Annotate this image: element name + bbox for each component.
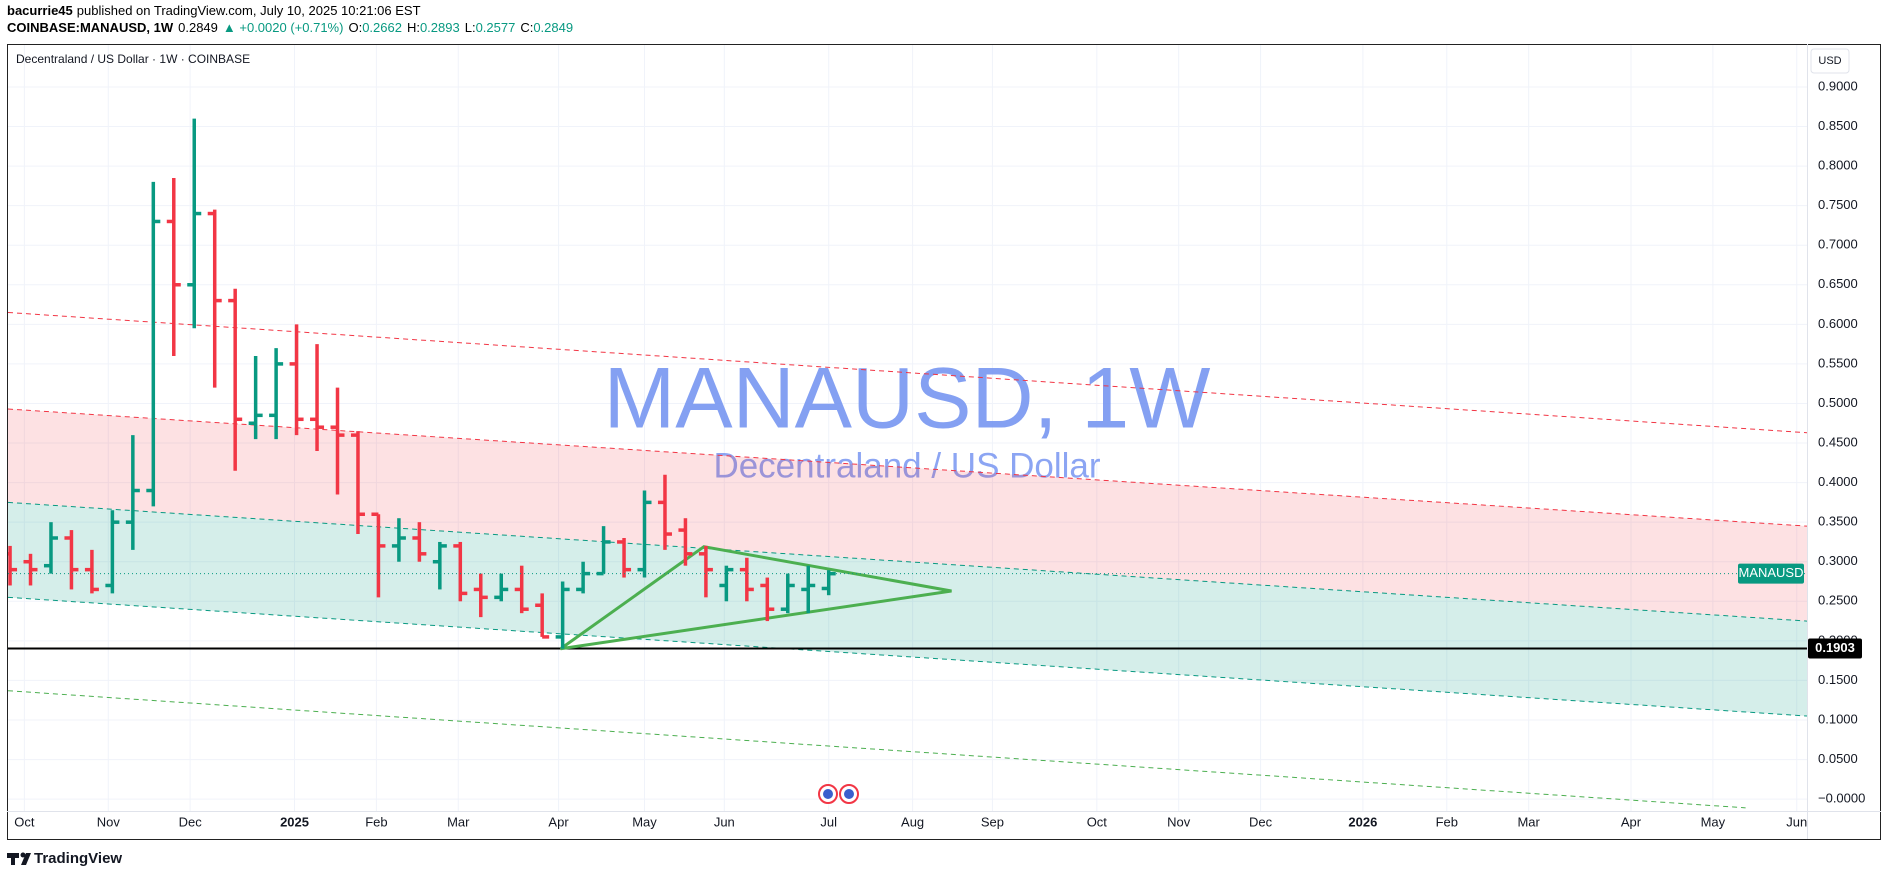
price-label: MANAUSD xyxy=(1738,565,1803,580)
l-label: L: xyxy=(465,20,476,35)
h: 0.2893 xyxy=(420,20,460,35)
l: 0.2577 xyxy=(476,20,516,35)
level-label: 0.1903 xyxy=(1815,640,1855,655)
y-tick-label: 0.6500 xyxy=(1818,276,1858,291)
trendline xyxy=(8,596,1807,717)
x-tick-label: May xyxy=(1701,814,1726,829)
x-tick-label: Jun xyxy=(1786,814,1807,829)
chart-frame xyxy=(7,44,1881,840)
x-tick-label: Feb xyxy=(365,814,387,829)
y-tick-label: 0.8500 xyxy=(1818,118,1858,133)
legend-line: COINBASE:MANAUSD, 1W 0.2849 ▲ +0.0020 (+0.… xyxy=(7,20,573,35)
y-tick-label: 0.2500 xyxy=(1818,593,1858,608)
x-tick-label: Dec xyxy=(1249,814,1273,829)
channel-fill xyxy=(8,502,1807,717)
x-tick-label: Aug xyxy=(901,814,924,829)
y-tick-label: −0.0000 xyxy=(1818,791,1865,806)
y-tick-label: 0.7000 xyxy=(1818,237,1858,252)
y-tick-label: 0.5000 xyxy=(1818,395,1858,410)
y-tick-label: 0.4500 xyxy=(1818,434,1858,449)
y-tick-label: 0.1000 xyxy=(1818,711,1858,726)
y-tick-label: 0.0500 xyxy=(1818,751,1858,766)
c-label: C: xyxy=(520,20,533,35)
x-tick-label: Feb xyxy=(1436,814,1458,829)
symbol: COINBASE:MANAUSD, 1W xyxy=(7,20,174,35)
event-flags[interactable] xyxy=(818,784,859,804)
publish-line: bacurrie45 published on TradingView.com, … xyxy=(7,3,421,18)
y-tick-label: 0.4000 xyxy=(1818,474,1858,489)
x-tick-label: Nov xyxy=(97,814,121,829)
change: ▲ +0.0020 (+0.71%) xyxy=(223,20,344,35)
brand: TradingView xyxy=(34,850,122,867)
triangle-pattern xyxy=(559,545,952,651)
y-tick-label: 0.9000 xyxy=(1818,78,1858,93)
last: 0.2849 xyxy=(178,20,218,35)
y-tick-label: 0.3000 xyxy=(1818,553,1858,568)
published: published on TradingView.com, July 10, 2… xyxy=(77,3,421,18)
currency-box[interactable] xyxy=(1810,48,1850,74)
x-tick-label: 2025 xyxy=(280,814,309,829)
trendline xyxy=(8,690,1746,809)
y-tick-label: 0.7500 xyxy=(1818,197,1858,212)
x-tick-label: Jul xyxy=(820,814,837,829)
trendline xyxy=(8,311,1807,434)
x-tick-label: Oct xyxy=(14,814,35,829)
publisher: bacurrie45 xyxy=(7,3,73,18)
x-tick-label: Mar xyxy=(1517,814,1540,829)
o-label: O: xyxy=(348,20,362,35)
y-tick-label: 0.1500 xyxy=(1818,672,1858,687)
watermark-subtitle: Decentraland / US Dollar xyxy=(713,446,1100,485)
y-tick-label: 0.3500 xyxy=(1818,514,1858,529)
h-label: H: xyxy=(407,20,420,35)
y-tick-label: 0.5500 xyxy=(1818,355,1858,370)
trendline xyxy=(8,501,1807,622)
y-tick-label: 0.8000 xyxy=(1818,158,1858,173)
chart-title: Decentraland / US Dollar · 1W · COINBASE xyxy=(16,52,250,66)
x-tick-label: Dec xyxy=(179,814,203,829)
x-tick-label: Nov xyxy=(1167,814,1191,829)
x-tick-label: Apr xyxy=(548,814,569,829)
x-tick-label: 2026 xyxy=(1348,814,1377,829)
level-label-box xyxy=(1808,638,1862,659)
plot: MANAUSD, 1W Decentraland / US Dollar xyxy=(8,118,1807,809)
logo xyxy=(7,852,31,865)
trendline xyxy=(8,408,1807,527)
o: 0.2662 xyxy=(362,20,402,35)
c: 0.2849 xyxy=(533,20,573,35)
x-tick-label: Oct xyxy=(1087,814,1108,829)
grid xyxy=(8,45,1807,811)
price-label-box xyxy=(1738,563,1804,584)
x-tick-label: Jun xyxy=(714,814,735,829)
y-tick-label: 0.6000 xyxy=(1818,316,1858,331)
x-tick-label: Mar xyxy=(447,814,470,829)
x-tick-label: May xyxy=(632,814,657,829)
watermark: MANAUSD, 1W xyxy=(604,351,1211,447)
x-tick-label: Apr xyxy=(1621,814,1642,829)
channel-fill xyxy=(8,409,1807,622)
currency: USD xyxy=(1818,55,1841,67)
x-tick-label: Sep xyxy=(981,814,1004,829)
